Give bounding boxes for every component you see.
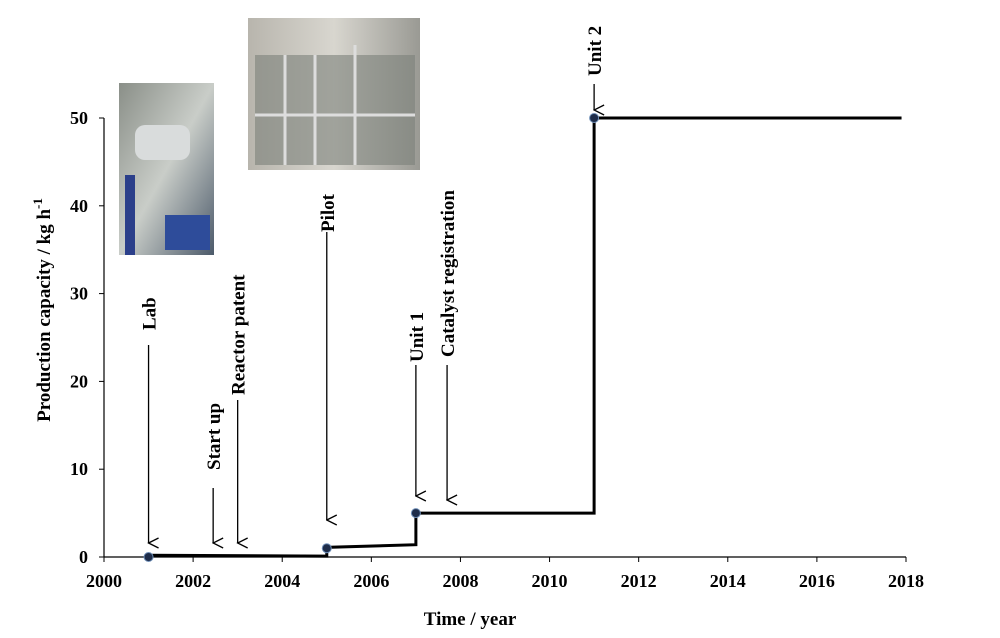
x-tick-label: 2004 [264,571,300,591]
step-line [148,116,902,558]
x-tick-label: 2002 [175,571,211,591]
annotation-label: Catalyst registration [438,190,459,357]
y-axis-title: Production capacity / kg h-1 [30,198,55,422]
y-tick-label: 20 [70,371,88,391]
photo-pilot [248,18,420,170]
x-tick-label: 2012 [621,571,657,591]
x-tick-label: 2008 [442,571,478,591]
y-tick-label: 50 [70,108,88,128]
annotation-label: Unit 2 [585,26,606,76]
y-tick-label: 0 [79,547,88,567]
y-axis-label-sup: -1 [30,198,45,209]
x-tick-label: 2014 [710,571,746,591]
annotation-label: Pilot [318,193,339,232]
annotation-label: Start up [204,403,225,470]
photo-lab [119,83,214,255]
y-axis-label: Production capacity / kg h [34,209,55,422]
annotation-label: Lab [140,297,161,330]
y-tick-label: 30 [70,284,88,304]
annotation-label: Unit 1 [407,312,428,362]
x-tick-label: 2018 [888,571,924,591]
data-point [589,113,600,123]
x-tick-label: 2000 [86,571,122,591]
x-tick-label: 2016 [799,571,835,591]
data-point [143,552,154,562]
x-axis-title: Time / year [424,609,517,630]
data-point [321,543,332,554]
data-point [410,508,421,519]
annotation-label: Reactor patent [229,274,250,395]
y-tick-label: 40 [70,196,88,216]
x-tick-label: 2006 [353,571,389,591]
y-tick-label: 10 [70,459,88,479]
x-tick-label: 2010 [532,571,568,591]
